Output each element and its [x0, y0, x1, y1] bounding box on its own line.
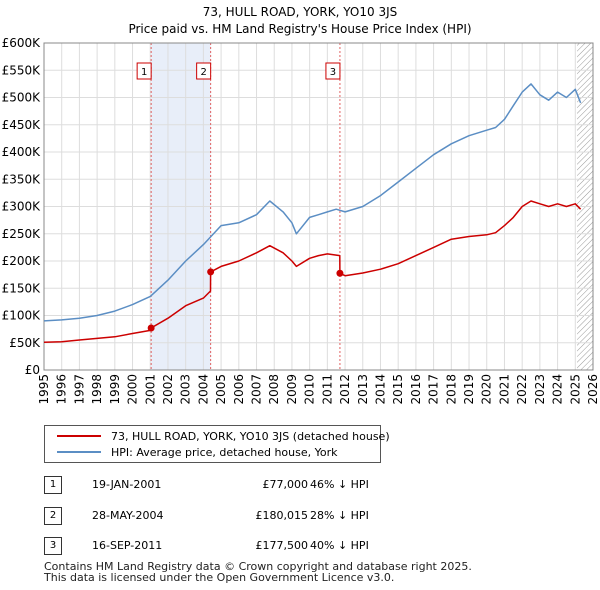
- hpi-line: [43, 83, 582, 322]
- marker-label: 3: [330, 67, 336, 78]
- marker-label: 2: [200, 67, 206, 78]
- x-tick-label: 2022: [515, 374, 529, 405]
- x-tick-label: 1999: [108, 374, 122, 405]
- y-tick-label: £600K: [2, 36, 42, 50]
- y-tick-label: £550K: [2, 63, 42, 77]
- x-tick-label: 2017: [427, 374, 441, 405]
- x-tick-label: 1998: [90, 374, 104, 405]
- transaction-price: £180,015: [255, 509, 309, 522]
- x-tick-label: 2002: [161, 374, 175, 405]
- legend-swatch-property: [57, 435, 101, 437]
- x-tick-label: 2019: [462, 374, 476, 405]
- chart-title: 73, HULL ROAD, YORK, YO10 3JS: [203, 5, 398, 19]
- y-tick-label: £350K: [2, 172, 42, 186]
- x-tick-label: 1996: [55, 374, 69, 405]
- x-tick-label: 2014: [373, 374, 387, 405]
- marker-label: 1: [141, 67, 147, 78]
- transaction-date: 28-MAY-2004: [92, 509, 164, 522]
- transaction-marker: 2: [44, 507, 62, 525]
- y-tick-label: £100K: [2, 309, 42, 323]
- x-tick-label: 2016: [409, 374, 423, 405]
- x-tick-label: 2005: [214, 374, 228, 405]
- x-tick-label: 2009: [285, 374, 299, 405]
- transaction-price: £177,500: [255, 539, 309, 552]
- sale-point: [207, 268, 215, 276]
- y-tick-label: £250K: [2, 227, 42, 241]
- transaction-hpi-diff: 40% ↓ HPI: [310, 539, 369, 552]
- x-tick-label: 2025: [568, 374, 582, 405]
- legend: 73, HULL ROAD, YORK, YO10 3JS (detached …: [44, 425, 390, 463]
- y-tick-label: £450K: [2, 118, 42, 132]
- footer-copyright: Contains HM Land Registry data © Crown c…: [44, 560, 472, 573]
- price-chart: 73, HULL ROAD, YORK, YO10 3JS Price paid…: [2, 5, 600, 405]
- marker-label-box: [196, 62, 212, 80]
- transaction-date: 16-SEP-2011: [92, 539, 163, 552]
- transaction-marker: 1: [44, 476, 62, 494]
- y-tick-label: £300K: [2, 200, 42, 214]
- sale-point: [147, 324, 155, 332]
- x-tick-label: 2013: [356, 374, 370, 405]
- marker-label-box: [325, 62, 341, 80]
- chart-subtitle: Price paid vs. HM Land Registry's House …: [128, 22, 471, 36]
- x-tick-label: 2010: [303, 374, 317, 405]
- legend-item-hpi: HPI: Average price, detached house, York: [45, 444, 338, 460]
- transaction-date: 19-JAN-2001: [92, 478, 162, 491]
- plot-area: £0 £50K £100K £150K £200K £250K £300K £350K £400…: [2, 36, 600, 405]
- y-tick-label: £400K: [2, 145, 42, 159]
- property-price-line: [43, 200, 582, 343]
- x-tick-label: 2006: [232, 374, 246, 405]
- x-tick-label: 2021: [497, 374, 511, 405]
- x-tick-label: 1997: [72, 374, 86, 405]
- x-tick-label: 2004: [196, 374, 210, 405]
- y-tick-label: £50K: [9, 336, 41, 350]
- x-tick-label: 2012: [338, 374, 352, 405]
- x-tick-label: 2020: [480, 374, 494, 405]
- transaction-hpi-diff: 46% ↓ HPI: [310, 478, 369, 491]
- x-tick-label: 2008: [267, 374, 281, 405]
- x-tick-label: 2011: [320, 374, 334, 405]
- x-tick-label: 2018: [444, 374, 458, 405]
- legend-label-hpi: HPI: Average price, detached house, York: [111, 445, 338, 459]
- sale-point: [336, 269, 344, 277]
- y-tick-label: £150K: [2, 281, 42, 295]
- transaction-hpi-diff: 28% ↓ HPI: [310, 509, 369, 522]
- legend-swatch-hpi: [57, 451, 101, 453]
- y-tick-label: £500K: [2, 91, 42, 105]
- x-tick-label: 2015: [391, 374, 405, 405]
- legend-item-property: 73, HULL ROAD, YORK, YO10 3JS (detached …: [45, 428, 390, 444]
- legend-label-property: 73, HULL ROAD, YORK, YO10 3JS (detached …: [111, 429, 390, 443]
- y-tick-label: £200K: [2, 254, 42, 268]
- x-tick-label: 2026: [586, 374, 600, 405]
- x-tick-label: 2023: [533, 374, 547, 405]
- footer: Contains HM Land Registry data © Crown c…: [44, 561, 584, 583]
- transaction-marker: 3: [44, 537, 62, 555]
- x-tick-label: 2024: [551, 374, 565, 405]
- marker-label-box: [136, 62, 152, 80]
- footer-licence: This data is licensed under the Open Gov…: [44, 571, 395, 584]
- y-tick-label: £0: [25, 363, 40, 377]
- x-tick-label: 1995: [37, 374, 51, 405]
- x-tick-label: 2007: [250, 374, 264, 405]
- transaction-price: £77,000: [262, 478, 309, 491]
- x-tick-label: 2003: [179, 374, 193, 405]
- plot-frame: [43, 42, 594, 371]
- x-tick-label: 2000: [126, 374, 140, 405]
- x-tick-label: 2001: [143, 374, 157, 405]
